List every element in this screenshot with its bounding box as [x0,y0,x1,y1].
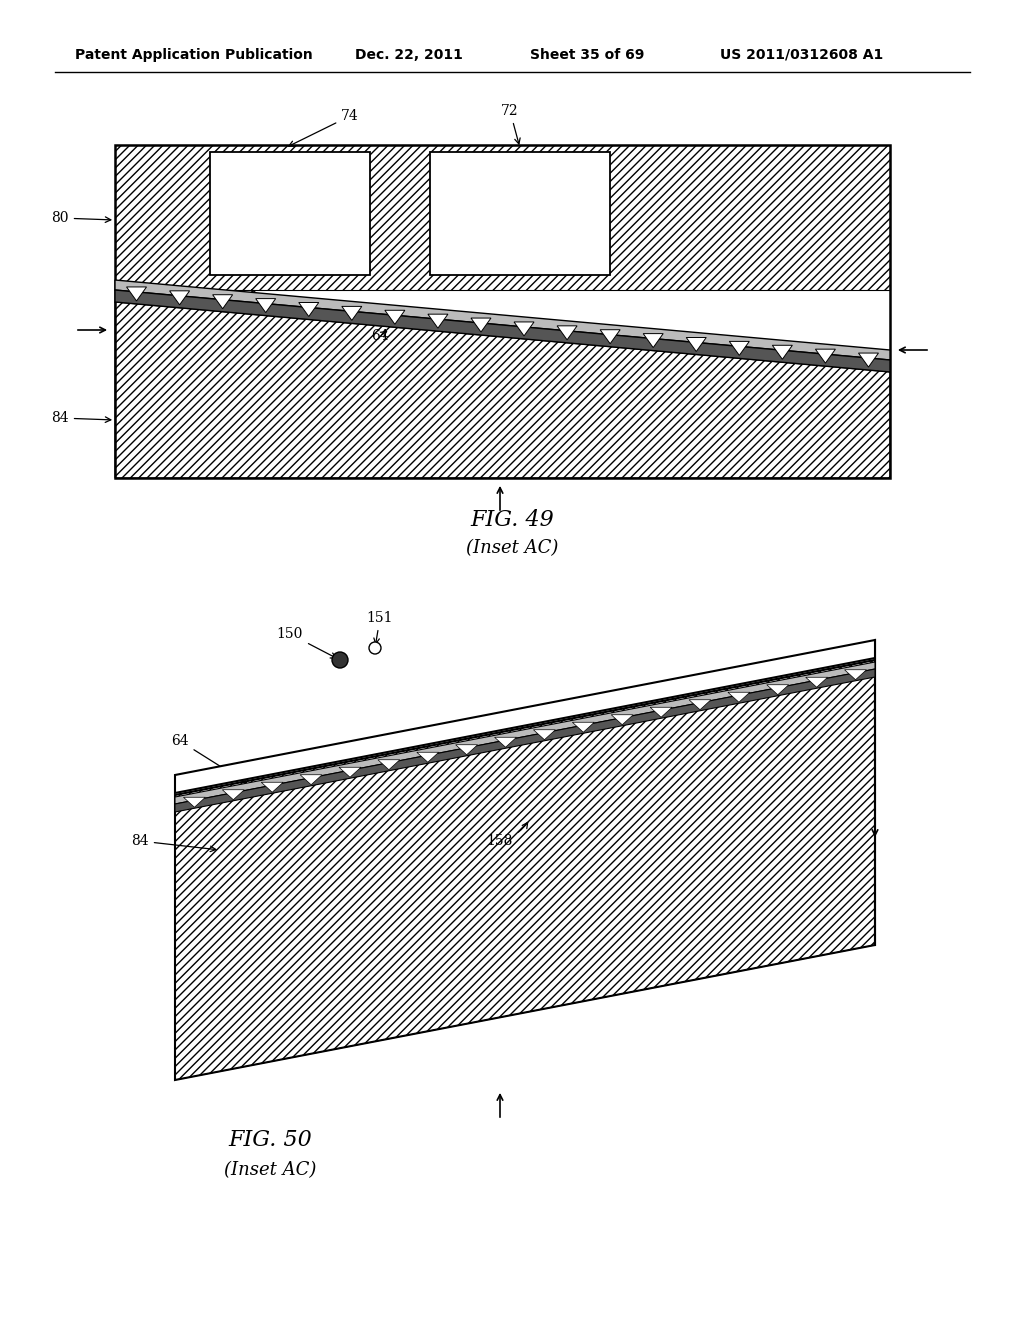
Polygon shape [767,685,788,694]
Polygon shape [428,314,447,329]
Polygon shape [261,783,284,792]
Bar [115,145,890,478]
Polygon shape [728,692,750,702]
Polygon shape [806,677,827,688]
Text: FIG. 49: FIG. 49 [470,510,554,531]
Text: 84: 84 [51,411,111,425]
Polygon shape [175,640,874,793]
Polygon shape [378,760,400,770]
Text: (Inset AC): (Inset AC) [224,1162,316,1179]
Polygon shape [175,660,874,1080]
Polygon shape [170,290,189,305]
Text: (Inset AC): (Inset AC) [466,539,558,557]
Text: Sheet 35 of 69: Sheet 35 of 69 [530,48,644,62]
Polygon shape [858,352,879,367]
Polygon shape [643,334,664,347]
Polygon shape [534,730,555,739]
Bar [210,152,370,275]
Polygon shape [256,298,275,313]
Text: 158: 158 [486,822,527,847]
Text: 80: 80 [51,211,111,224]
Polygon shape [175,669,874,812]
Polygon shape [729,342,750,355]
Text: 151: 151 [367,611,393,644]
Polygon shape [417,752,438,762]
Polygon shape [557,326,578,339]
Polygon shape [572,722,594,733]
Circle shape [332,652,348,668]
Polygon shape [514,322,535,337]
Polygon shape [175,663,874,804]
Polygon shape [339,767,361,777]
Text: 74: 74 [289,110,358,147]
Text: 72: 72 [501,104,520,144]
Polygon shape [300,775,323,785]
Text: 64: 64 [251,289,269,313]
Text: Patent Application Publication: Patent Application Publication [75,48,312,62]
Polygon shape [342,306,361,321]
Polygon shape [471,318,490,333]
Text: 84: 84 [131,834,216,851]
Polygon shape [495,738,516,747]
Polygon shape [115,145,890,290]
Text: 64: 64 [371,329,389,343]
Polygon shape [600,330,621,343]
Polygon shape [385,310,404,325]
Polygon shape [845,669,866,680]
Text: 150: 150 [276,627,336,659]
Polygon shape [213,294,232,309]
Polygon shape [456,744,477,755]
Polygon shape [611,714,633,725]
Text: US 2011/0312608 A1: US 2011/0312608 A1 [720,48,884,62]
Polygon shape [686,338,707,351]
Circle shape [369,642,381,653]
Polygon shape [115,302,890,478]
Text: 64: 64 [171,734,247,783]
Bar [430,152,610,275]
Polygon shape [650,708,672,717]
Polygon shape [222,789,245,800]
Text: FIG. 50: FIG. 50 [228,1129,312,1151]
Polygon shape [115,290,890,372]
Polygon shape [299,302,318,317]
Polygon shape [183,797,206,808]
Polygon shape [772,346,793,359]
Polygon shape [689,700,711,710]
Polygon shape [127,286,146,301]
Polygon shape [815,350,836,363]
Polygon shape [115,280,890,360]
Text: Dec. 22, 2011: Dec. 22, 2011 [355,48,463,62]
Text: 158: 158 [840,348,877,363]
